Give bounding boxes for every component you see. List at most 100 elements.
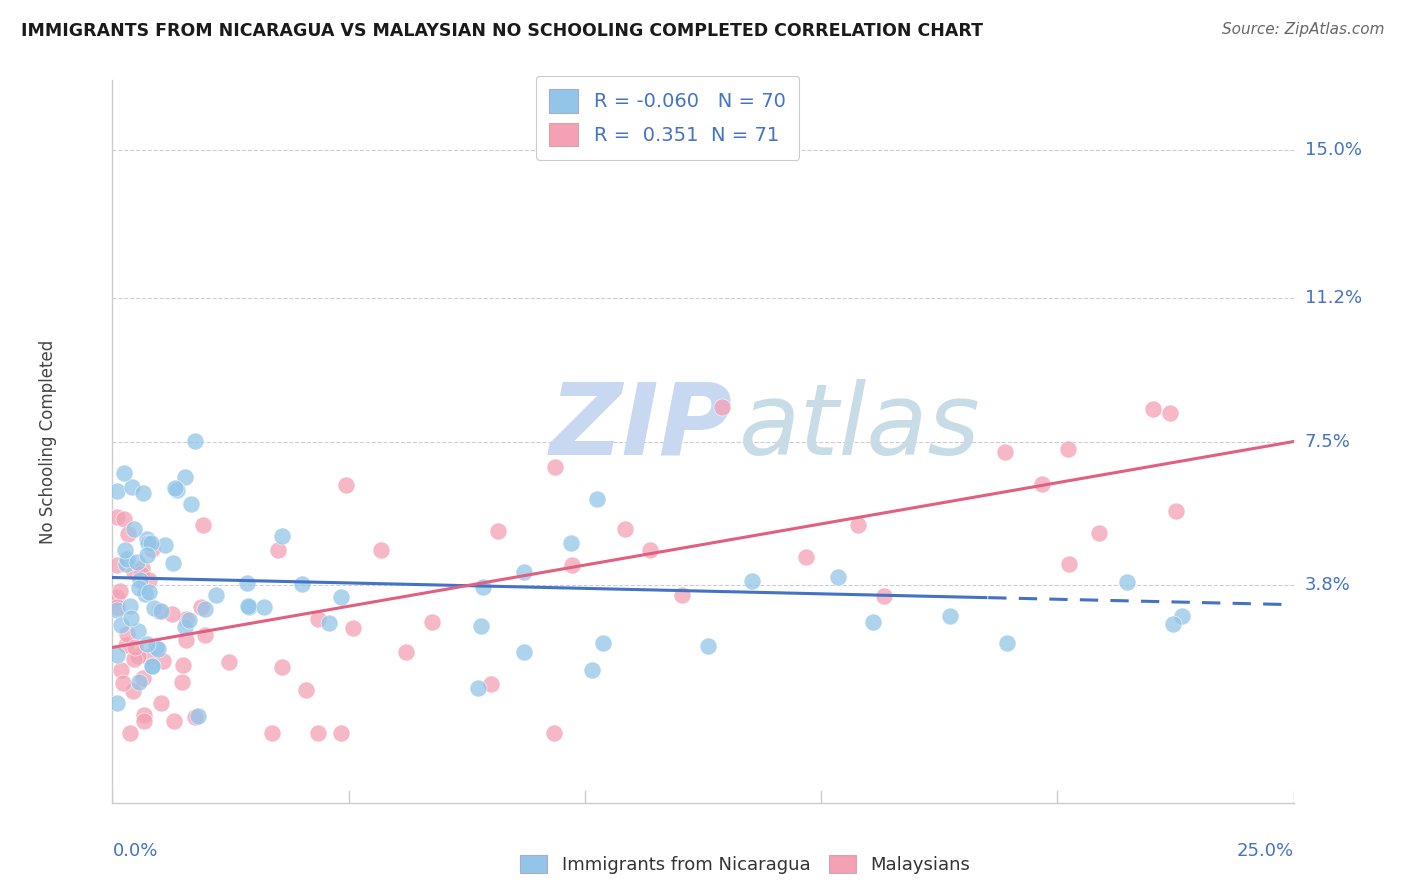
Point — [134, 587, 156, 601]
Point — [162, 607, 184, 621]
Point — [105, 510, 128, 524]
Point — [128, 675, 150, 690]
Point — [105, 696, 128, 710]
Point — [191, 517, 214, 532]
Point — [136, 536, 159, 550]
Point — [291, 577, 314, 591]
Point — [184, 710, 207, 724]
Point — [262, 726, 284, 740]
Point — [131, 567, 153, 582]
Point — [479, 677, 502, 691]
Point — [995, 636, 1018, 650]
Text: 11.2%: 11.2% — [1305, 289, 1362, 307]
Text: No Schooling Completed: No Schooling Completed — [38, 340, 56, 543]
Point — [146, 641, 169, 656]
Point — [1161, 617, 1184, 632]
Point — [141, 659, 163, 673]
Point — [136, 650, 159, 665]
Point — [105, 599, 128, 614]
Point — [204, 588, 226, 602]
Point — [127, 624, 149, 639]
Point — [295, 683, 318, 698]
Point — [710, 400, 733, 414]
Point — [544, 460, 567, 475]
Point — [139, 536, 162, 550]
Point — [190, 599, 212, 614]
Point — [122, 684, 145, 698]
Point — [1087, 526, 1109, 541]
Point — [122, 522, 145, 536]
Point — [141, 658, 163, 673]
Point — [236, 575, 259, 590]
Point — [111, 676, 134, 690]
Point — [513, 645, 536, 659]
Point — [105, 483, 128, 498]
Point — [153, 538, 176, 552]
Point — [112, 512, 135, 526]
Point — [581, 663, 603, 677]
Point — [127, 649, 149, 664]
Point — [121, 480, 143, 494]
Point — [253, 599, 276, 614]
Point — [370, 542, 392, 557]
Point — [1031, 477, 1053, 491]
Point — [141, 542, 163, 557]
Point — [638, 543, 661, 558]
Point — [218, 655, 240, 669]
Point — [143, 600, 166, 615]
Point — [105, 590, 128, 604]
Point — [471, 581, 494, 595]
Legend: R = -0.060   N = 70, R =  0.351  N = 71: R = -0.060 N = 70, R = 0.351 N = 71 — [536, 76, 800, 160]
Point — [148, 604, 170, 618]
Point — [335, 478, 357, 492]
Point — [560, 535, 582, 549]
Point — [165, 481, 187, 495]
Point — [105, 558, 128, 572]
Point — [1142, 401, 1164, 416]
Point — [994, 444, 1017, 458]
Point — [318, 616, 340, 631]
Point — [329, 591, 352, 605]
Point — [586, 491, 609, 506]
Point — [120, 599, 142, 614]
Point — [307, 726, 329, 740]
Point — [110, 663, 132, 677]
Point — [118, 726, 141, 740]
Point — [1057, 442, 1080, 456]
Point — [163, 714, 186, 728]
Point — [166, 483, 188, 498]
Point — [110, 617, 132, 632]
Point — [486, 524, 509, 538]
Point — [470, 619, 492, 633]
Text: 15.0%: 15.0% — [1305, 141, 1361, 159]
Point — [271, 529, 294, 543]
Point — [614, 522, 637, 536]
Point — [173, 620, 195, 634]
Point — [1164, 504, 1187, 518]
Point — [794, 550, 817, 565]
Point — [592, 635, 614, 649]
Point — [513, 566, 536, 580]
Text: 7.5%: 7.5% — [1305, 433, 1351, 450]
Text: 3.8%: 3.8% — [1305, 576, 1350, 594]
Point — [128, 581, 150, 595]
Point — [127, 555, 149, 569]
Point — [939, 609, 962, 624]
Point — [145, 640, 167, 654]
Point — [136, 548, 159, 562]
Point — [180, 497, 202, 511]
Point — [671, 588, 693, 602]
Point — [862, 615, 884, 629]
Point — [238, 599, 260, 614]
Point — [105, 603, 128, 617]
Text: 0.0%: 0.0% — [112, 842, 157, 860]
Point — [238, 600, 260, 615]
Point — [112, 466, 135, 480]
Point — [270, 660, 292, 674]
Point — [267, 542, 290, 557]
Point — [134, 714, 156, 728]
Point — [194, 628, 217, 642]
Point — [184, 434, 207, 448]
Point — [115, 627, 138, 641]
Point — [1116, 574, 1139, 589]
